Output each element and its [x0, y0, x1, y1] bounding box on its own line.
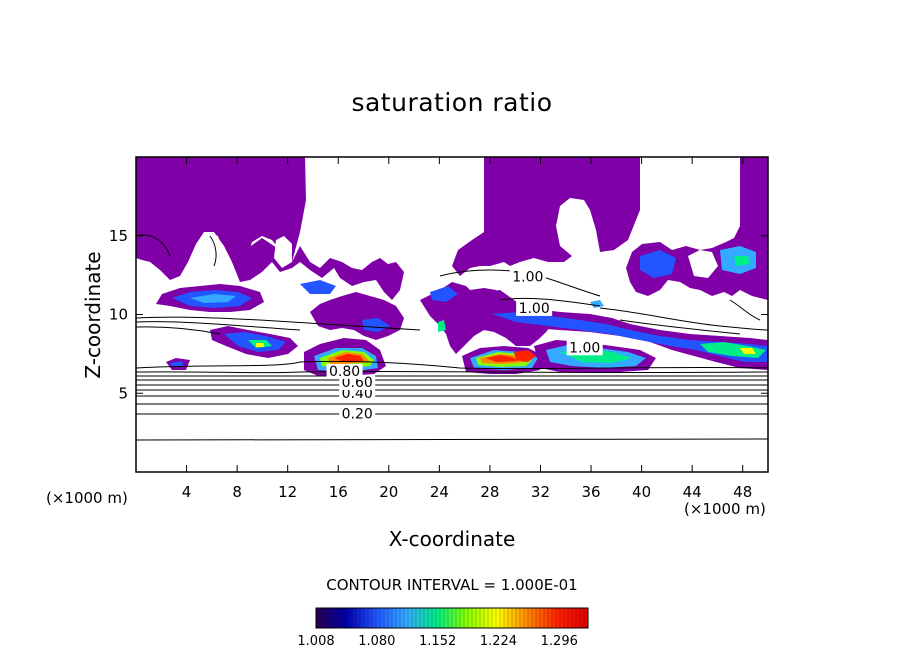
- contour-label-bg: [516, 300, 553, 316]
- colorbar-tick-label: 1.008: [297, 634, 334, 649]
- unsaturated-holes: [206, 157, 718, 278]
- contour-label: 0.80: [329, 364, 360, 380]
- contour-label-bg: [326, 363, 363, 379]
- y-tick-label: 5: [118, 384, 128, 402]
- colorbar-tick-labels: 1.008 1.080 1.152 1.224 1.296: [297, 634, 577, 649]
- contour-label: 1.00: [519, 301, 550, 317]
- x-tick-label: 8: [232, 483, 242, 501]
- colorbar-tick-label: 1.296: [541, 634, 578, 649]
- y-tick-label: 15: [109, 227, 128, 245]
- x-tick-label: 12: [278, 483, 297, 501]
- x-axis-label: X-coordinate: [388, 527, 516, 551]
- x-tick-label: 28: [480, 483, 499, 501]
- x-tick-label: 40: [632, 483, 651, 501]
- colorbar-tick-label: 1.152: [419, 634, 456, 649]
- x-tick-label: 36: [581, 483, 600, 501]
- contour-label: 0.40: [342, 386, 373, 402]
- contour-label-bg: [566, 340, 603, 356]
- contour-label: 0.60: [342, 375, 373, 391]
- x-tick-label: 20: [379, 483, 398, 501]
- x-tick-label: 4: [182, 483, 192, 501]
- colorbar-hatching: [319, 608, 585, 628]
- x-unit-label-right: (×1000 m): [684, 500, 766, 518]
- y-tick-label: 10: [109, 306, 128, 324]
- x-tick-label: 32: [531, 483, 550, 501]
- colorbar-tick-label: 1.080: [358, 634, 395, 649]
- chart-title: saturation ratio: [351, 88, 553, 117]
- x-tick-label: 16: [329, 483, 348, 501]
- contour-label: 1.00: [512, 269, 543, 285]
- contour-interval-label: CONTOUR INTERVAL = 1.000E-01: [326, 576, 578, 594]
- x-tick-label: 48: [733, 483, 752, 501]
- x-unit-label-left: (×1000 m): [46, 489, 128, 507]
- contour-label: 1.00: [569, 340, 600, 356]
- contour-label-bg: [339, 406, 376, 422]
- contour-labels: 0.20 0.400.600.80 1.00 1.00 1.00: [326, 269, 603, 422]
- x-tick-label: 24: [430, 483, 449, 501]
- plot-area: [136, 157, 768, 441]
- contour-label: 0.20: [342, 406, 373, 422]
- colorbar: [315, 607, 589, 629]
- x-tick-label: 44: [683, 483, 702, 501]
- contour-label-bg: [509, 269, 546, 285]
- colorbar-tick-label: 1.224: [480, 634, 517, 649]
